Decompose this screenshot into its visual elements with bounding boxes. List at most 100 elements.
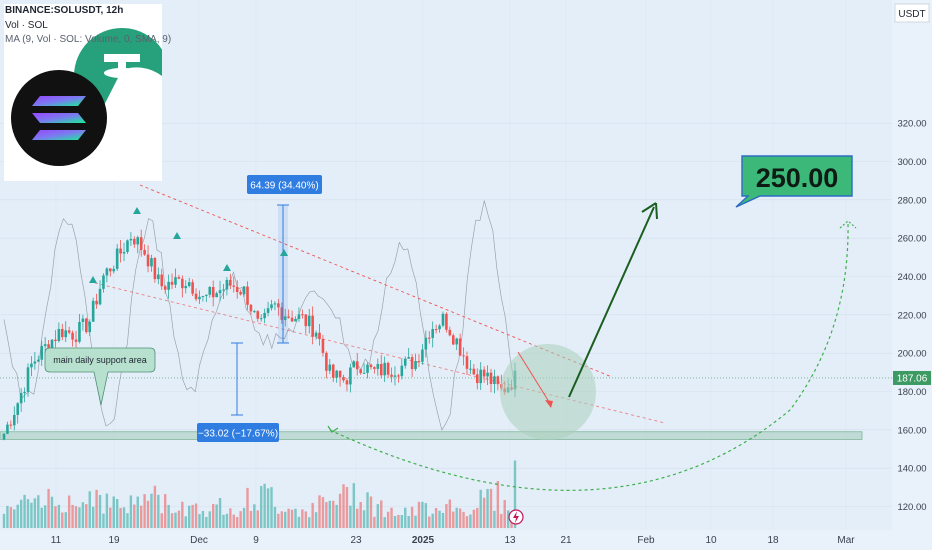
volume-bar <box>500 513 503 528</box>
volume-bar <box>236 517 239 528</box>
candle-body <box>352 361 356 368</box>
candle-body <box>160 274 164 287</box>
volume-bar <box>225 513 229 528</box>
volume-bar <box>386 511 390 528</box>
volume-bar <box>393 515 397 528</box>
currency-box[interactable] <box>894 3 930 23</box>
target-callout[interactable]: 250.00 <box>735 155 853 208</box>
volume-bar <box>54 506 57 528</box>
support-zone <box>0 431 863 440</box>
volume-bar <box>194 503 198 528</box>
candle-body <box>270 304 273 309</box>
candle-body <box>355 361 359 370</box>
candle-body <box>9 424 13 426</box>
candle-body <box>50 339 54 352</box>
candle-body <box>170 281 174 285</box>
candle-body <box>218 290 222 294</box>
volume-bar <box>146 500 150 528</box>
candle-body <box>287 316 290 318</box>
volume-bar <box>47 488 50 528</box>
candle-body <box>109 268 112 272</box>
volume-bar <box>163 494 167 528</box>
candle-body <box>30 363 33 368</box>
volume-legend[interactable]: Vol · SOL <box>5 19 48 31</box>
signal-marker <box>223 264 231 271</box>
candle-body <box>328 364 332 371</box>
candle-body <box>78 321 81 342</box>
candle-body <box>136 237 140 245</box>
volume-bar <box>253 504 256 528</box>
candle-body <box>376 363 380 369</box>
current-price-tag <box>893 370 931 385</box>
candle-body <box>146 254 150 267</box>
candle-body <box>403 358 407 366</box>
volume-bar <box>167 504 170 528</box>
volume-bar <box>242 507 246 528</box>
volume-bar <box>345 487 349 528</box>
candle-body <box>139 237 143 250</box>
volume-bar <box>26 499 30 528</box>
candle-body <box>400 365 404 377</box>
volume-bar <box>359 501 362 528</box>
time-tick-label: 13 <box>504 535 516 546</box>
projection-arrow-head <box>641 202 658 220</box>
volume-bar <box>410 506 414 528</box>
candle-body <box>479 369 483 384</box>
signal-marker <box>133 207 141 214</box>
candle-body <box>211 286 215 298</box>
volume-bar <box>352 483 356 528</box>
volume-bar <box>493 510 496 528</box>
candle-body <box>379 363 383 376</box>
symbol-title[interactable]: BINANCE:SOLUSDT, 12h <box>5 5 124 16</box>
candle-body <box>81 318 85 322</box>
volume-bar <box>205 516 208 528</box>
volume-bar <box>263 483 266 528</box>
volume-bar <box>109 507 112 528</box>
ma-legend[interactable]: MA (9, Vol · SOL: Volume, 0, SMA, 9) <box>5 34 172 45</box>
volume-bars <box>2 460 517 528</box>
volume-bar <box>332 500 335 528</box>
measure-up-box[interactable]: 64.39 (34.40%) <box>247 175 322 194</box>
time-tick-label: 10 <box>705 535 717 546</box>
volume-bar <box>455 507 458 528</box>
volume-bar <box>431 513 434 528</box>
volume-bar <box>13 509 16 528</box>
signal-marker <box>89 276 97 283</box>
candle-body <box>441 313 445 326</box>
volume-bar <box>129 495 133 528</box>
chart-legend[interactable]: BINANCE:SOLUSDT, 12h Vol · SOL MA (9, Vo… <box>5 4 171 48</box>
candle-body <box>373 367 376 369</box>
candle-body <box>335 370 338 378</box>
volume-bar <box>311 502 314 528</box>
time-axis[interactable] <box>0 530 932 550</box>
volume-bar <box>23 494 26 528</box>
volume-bar <box>513 460 517 528</box>
candle-body <box>462 355 465 357</box>
signal-marker <box>173 232 181 239</box>
volume-bar <box>428 516 431 528</box>
alert-icon[interactable] <box>508 509 524 525</box>
volume-bar <box>421 501 424 528</box>
candle-body <box>43 344 47 347</box>
volume-bar <box>112 496 115 528</box>
volume-bar <box>143 494 146 528</box>
volume-bar <box>465 516 469 528</box>
volume-bar <box>321 497 325 528</box>
candle-body <box>119 248 122 254</box>
candle-body <box>225 279 229 290</box>
candle-body <box>421 349 424 362</box>
support-callout[interactable]: main daily support area <box>44 347 156 406</box>
volume-bar <box>74 506 78 528</box>
volume-bar <box>328 500 332 528</box>
candle-body <box>215 293 218 298</box>
volume-bar <box>308 517 311 528</box>
volume-bar <box>301 509 304 528</box>
measure-down-box[interactable]: −33.02 (−17.67%) <box>197 423 279 442</box>
volume-bar <box>212 503 215 528</box>
price-axis[interactable] <box>892 0 932 530</box>
volume-bar <box>239 511 242 528</box>
reversal-zone <box>500 344 596 440</box>
price-tick-label: 180.00 <box>897 387 926 398</box>
volume-bar <box>229 508 232 528</box>
